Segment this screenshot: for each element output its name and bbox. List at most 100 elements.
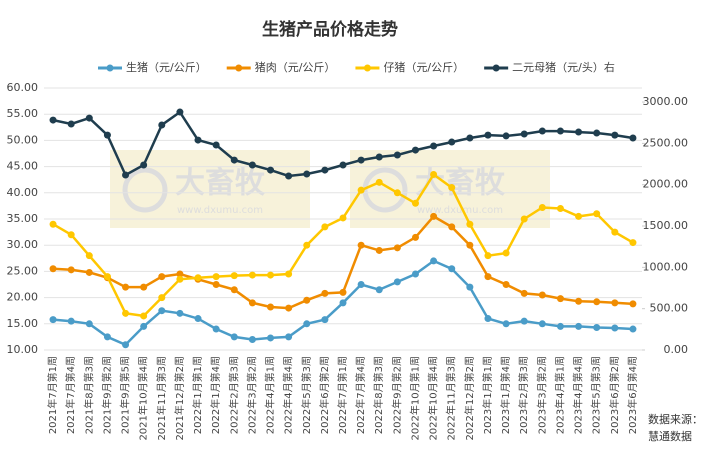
x-tick-label: 2023年1月第4周: [499, 356, 512, 434]
legend-label: 生猪（元/公斤）: [126, 60, 207, 74]
data-point: [122, 171, 130, 179]
data-point: [629, 134, 637, 142]
data-point: [85, 320, 93, 328]
x-tick-label: 2022年7月第1周: [336, 356, 349, 434]
data-point: [575, 212, 583, 220]
data-point: [502, 132, 510, 140]
data-point: [212, 281, 220, 288]
x-tick-label: 2022年6月第2周: [318, 356, 331, 434]
data-point: [430, 170, 438, 178]
data-point: [49, 116, 57, 124]
data-point: [321, 166, 329, 174]
y2-tick-label: 2500.00: [643, 136, 689, 149]
data-point: [484, 273, 492, 281]
data-point: [230, 156, 238, 164]
data-point: [466, 283, 474, 291]
data-point: [248, 299, 256, 307]
data-point: [411, 146, 419, 154]
data-point: [158, 307, 166, 315]
data-point: [321, 316, 329, 324]
data-point: [67, 317, 75, 325]
data-point: [484, 315, 492, 323]
y-tick-label: 25.00: [7, 264, 39, 277]
x-tick-label: 2022年1月第4周: [209, 356, 222, 434]
data-point: [339, 214, 347, 222]
data-point: [411, 270, 419, 278]
data-point: [502, 249, 510, 257]
watermark-text: 大畜牧: [415, 166, 506, 201]
x-tick-label: 2022年4月第4周: [282, 356, 295, 434]
data-point: [103, 131, 111, 139]
x-tick-label: 2022年10月第4周: [427, 356, 440, 441]
data-point: [466, 241, 474, 249]
source-note: 慧通数据: [648, 429, 692, 443]
data-point: [520, 317, 528, 325]
data-point: [321, 289, 329, 297]
data-point: [611, 324, 619, 332]
data-point: [140, 322, 148, 330]
data-point: [575, 297, 583, 305]
data-point: [339, 161, 347, 169]
data-point: [538, 203, 546, 211]
data-point: [85, 252, 93, 260]
legend-marker: [235, 64, 243, 72]
data-point: [393, 278, 401, 286]
x-tick-label: 2023年1月第1周: [481, 356, 494, 434]
data-point: [484, 131, 492, 139]
data-point: [593, 129, 601, 137]
data-point: [430, 142, 438, 150]
data-point: [230, 272, 238, 280]
data-point: [103, 273, 111, 281]
x-tick-label: 2022年11月第3周: [445, 356, 458, 441]
data-point: [321, 223, 329, 231]
x-tick-label: 2021年11月第3周: [155, 356, 168, 441]
data-point: [158, 273, 166, 281]
watermark-logo: [122, 167, 168, 213]
data-point: [357, 156, 365, 164]
x-tick-label: 2023年2月第3周: [517, 356, 530, 434]
data-point: [556, 322, 564, 330]
data-point: [466, 134, 474, 142]
data-point: [285, 333, 293, 341]
data-point: [267, 334, 275, 342]
data-point: [230, 333, 238, 341]
data-point: [357, 241, 365, 249]
data-point: [629, 325, 637, 333]
data-point: [248, 336, 256, 344]
data-point: [212, 273, 220, 281]
data-point: [140, 161, 148, 169]
data-point: [629, 300, 637, 308]
x-tick-label: 2023年4月第1周: [553, 356, 566, 434]
data-point: [176, 108, 184, 116]
data-point: [556, 205, 564, 213]
data-point: [538, 320, 546, 328]
watermark-url: www.dxumu.com: [417, 205, 503, 216]
source-note: 数据来源：: [648, 412, 703, 426]
y-tick-label: 10.00: [7, 343, 39, 356]
data-point: [303, 296, 311, 304]
legend-label: 猪肉（元/公斤）: [255, 61, 336, 74]
data-point: [158, 121, 166, 129]
x-tick-label: 2022年3月第2周: [245, 356, 258, 434]
data-point: [248, 271, 256, 279]
data-point: [285, 270, 293, 278]
data-point: [285, 172, 293, 180]
y2-tick-label: 1500.00: [643, 219, 689, 232]
data-point: [158, 294, 166, 302]
x-tick-label: 2022年4月第1周: [264, 356, 277, 434]
data-point: [194, 136, 202, 144]
data-point: [538, 127, 546, 135]
data-point: [303, 320, 311, 328]
data-point: [629, 239, 637, 247]
x-tick-label: 2022年1月第1周: [191, 356, 204, 434]
data-point: [448, 265, 456, 273]
y-tick-label: 20.00: [7, 291, 39, 304]
data-point: [593, 323, 601, 331]
legend-marker: [106, 64, 114, 72]
data-point: [611, 299, 619, 307]
data-point: [49, 265, 57, 273]
y2-tick-label: 2000.00: [643, 178, 689, 191]
data-point: [176, 270, 184, 278]
y-tick-label: 60.00: [7, 81, 39, 94]
